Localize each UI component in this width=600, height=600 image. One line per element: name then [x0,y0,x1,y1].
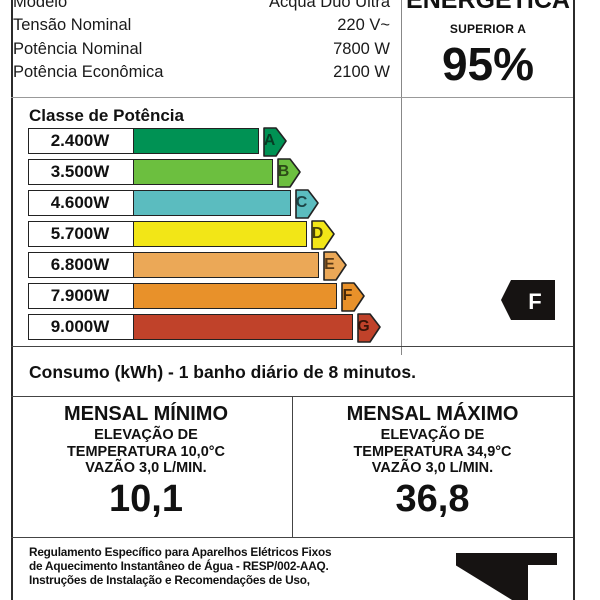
svg-text:F: F [528,289,541,314]
